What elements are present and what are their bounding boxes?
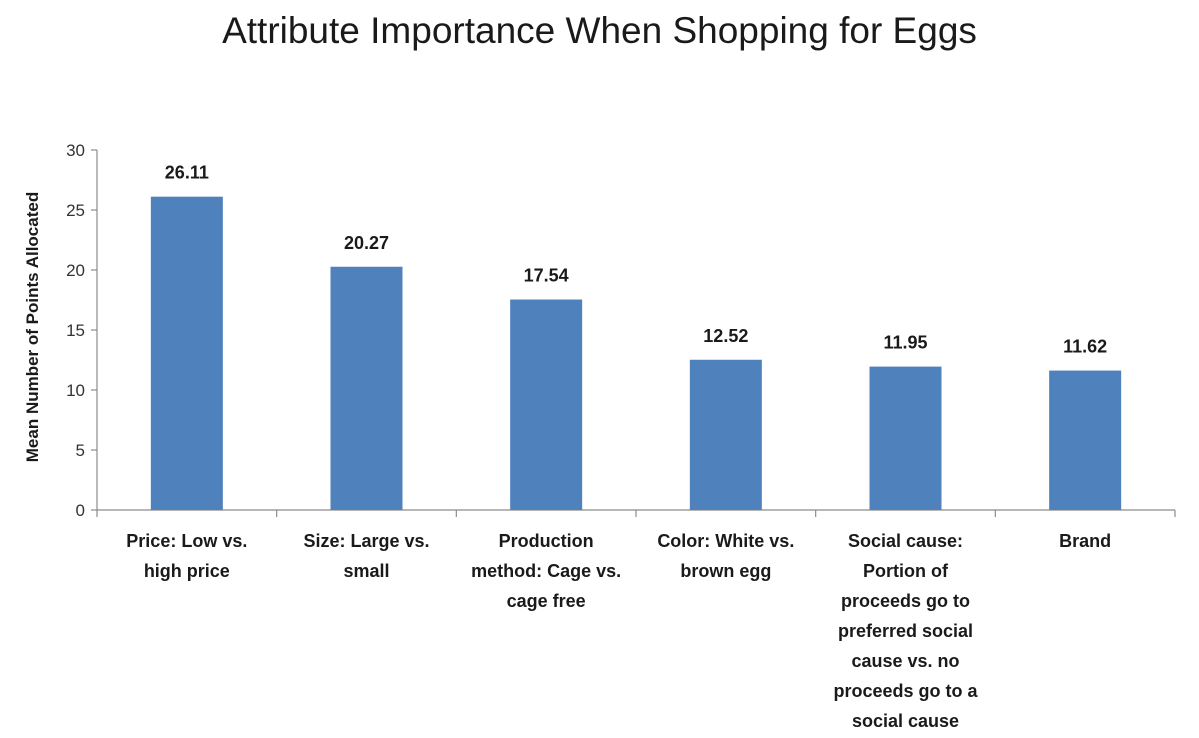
bar	[869, 366, 942, 510]
bar	[510, 299, 583, 510]
bars-layer	[150, 196, 1122, 510]
y-tick-label: 30	[66, 141, 85, 160]
data-label: 11.62	[1063, 337, 1107, 357]
x-tick-label: Size: Large vs. small	[303, 531, 429, 581]
axis-layer: 0 5 10 15 20 25 30 Mean Number of Points Alloca…	[23, 141, 1176, 520]
bar	[689, 359, 762, 510]
y-tick-label: 15	[66, 321, 85, 340]
chart-title: Attribute Importance When Shopping for E…	[222, 10, 977, 51]
y-axis-title: Mean Number of Points Allocated	[23, 192, 42, 462]
x-tick-label: Color: White vs. brown egg	[657, 531, 794, 581]
labels-layer: 26.11 Price: Low vs. high price 20.27 Size: …	[126, 163, 1111, 731]
x-tick-label: Production method: Cage vs. cage free	[471, 531, 621, 611]
data-label: 20.27	[344, 233, 389, 253]
x-tick-label: Social cause: Portion of proceeds go to pre…	[833, 531, 978, 731]
data-label: 12.52	[703, 326, 748, 346]
y-tick-label: 5	[76, 441, 85, 460]
bar	[1049, 370, 1122, 510]
y-tick-label: 25	[66, 201, 85, 220]
data-label: 11.95	[883, 333, 927, 353]
data-label: 17.54	[524, 266, 569, 286]
y-tick-label: 0	[76, 501, 85, 520]
bar	[330, 266, 403, 510]
x-tick-label: Price: Low vs. high price	[126, 531, 247, 581]
y-tick-label: 10	[66, 381, 85, 400]
x-tick-label: Brand	[1059, 531, 1111, 551]
bar	[150, 196, 223, 510]
data-label: 26.11	[165, 163, 209, 183]
y-tick-label: 20	[66, 261, 85, 280]
